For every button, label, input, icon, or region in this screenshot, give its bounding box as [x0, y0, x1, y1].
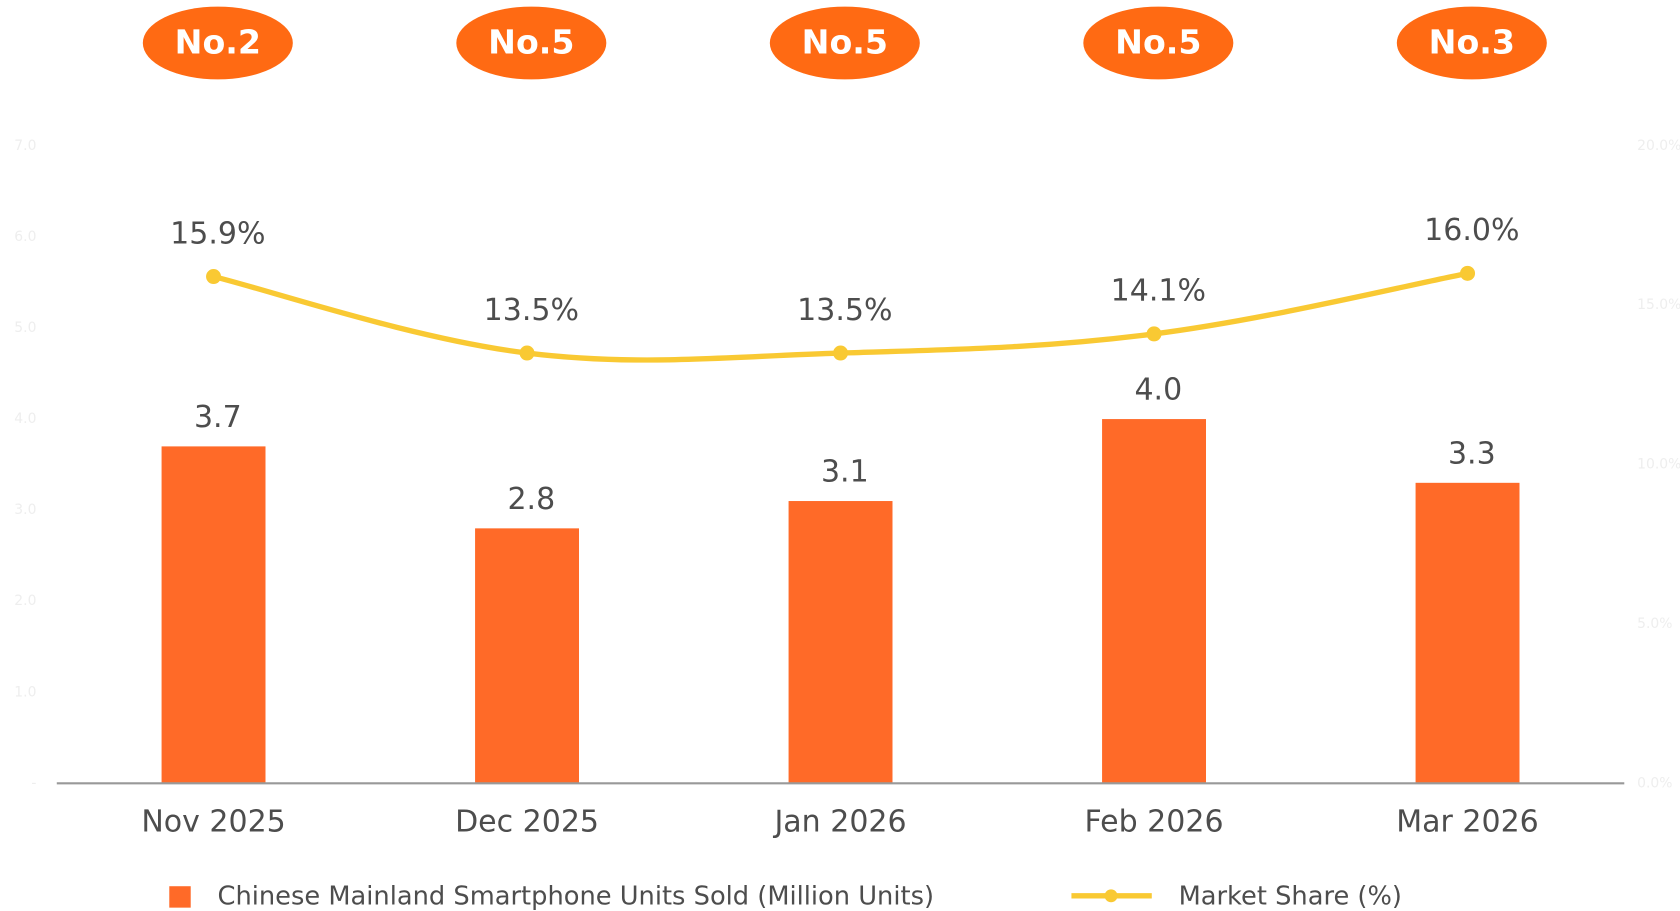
- y-tick-label: 5.0: [14, 320, 36, 336]
- y-tick-label: 3.0: [14, 502, 36, 518]
- rank-label: No.5: [488, 23, 574, 62]
- line-point: [1146, 326, 1162, 342]
- rank-label: No.5: [802, 23, 888, 62]
- y2-tick-label: 10.0%: [1637, 457, 1680, 473]
- x-tick-label: Dec 2025: [455, 805, 599, 840]
- legend-label: Market Share (%): [1179, 881, 1402, 911]
- rank-label: No.3: [1429, 23, 1515, 62]
- y2-tick-label: 5.0%: [1637, 616, 1672, 632]
- rank-badge: [1083, 6, 1234, 80]
- x-tick-label: Nov 2025: [141, 805, 285, 840]
- rank-badge: [769, 6, 920, 80]
- x-tick-label: Jan 2026: [772, 805, 906, 840]
- line-point: [833, 345, 849, 361]
- y-tick-label: 7.0: [14, 138, 36, 154]
- bar: [161, 446, 266, 784]
- rank-badge: [142, 6, 293, 80]
- legend-label: Chinese Mainland Smartphone Units Sold (…: [218, 881, 935, 911]
- y-tick-label: 4.0: [14, 411, 36, 427]
- legend-swatch: [1104, 889, 1118, 903]
- y2-tick-label: 20.0%: [1637, 138, 1680, 154]
- y2-tick-label: 0.0%: [1637, 775, 1672, 791]
- bar: [788, 501, 893, 784]
- bar: [475, 528, 579, 784]
- line-value-label: 14.1%: [1111, 274, 1206, 309]
- y-tick-label: 1.0: [14, 684, 36, 700]
- line-value-label: 16.0%: [1424, 213, 1519, 248]
- bar: [1102, 419, 1206, 784]
- y-tick-label: -: [31, 775, 36, 791]
- line-point: [206, 269, 222, 285]
- bar: [1415, 482, 1520, 784]
- rank-label: No.5: [1115, 23, 1201, 62]
- bar-value-label: 4.0: [1134, 373, 1182, 408]
- line-value-label: 13.5%: [797, 293, 892, 328]
- line-point: [519, 345, 535, 361]
- bar-value-label: 3.3: [1448, 436, 1496, 471]
- bar-value-label: 3.7: [194, 400, 242, 435]
- y-tick-label: 6.0: [14, 229, 36, 245]
- x-tick-label: Feb 2026: [1085, 805, 1224, 840]
- y2-tick-label: 15.0%: [1637, 297, 1680, 313]
- line-point: [1460, 265, 1476, 281]
- rank-badge: [1396, 6, 1547, 80]
- legend-swatch: [169, 886, 191, 908]
- rank-label: No.2: [175, 23, 261, 62]
- bar-value-label: 2.8: [507, 482, 555, 517]
- bar-value-label: 3.1: [821, 455, 869, 490]
- line-value-label: 15.9%: [170, 216, 265, 251]
- line-value-label: 13.5%: [484, 293, 579, 328]
- rank-badge: [456, 6, 607, 80]
- y-tick-label: 2.0: [14, 593, 36, 609]
- x-tick-label: Mar 2026: [1396, 805, 1539, 840]
